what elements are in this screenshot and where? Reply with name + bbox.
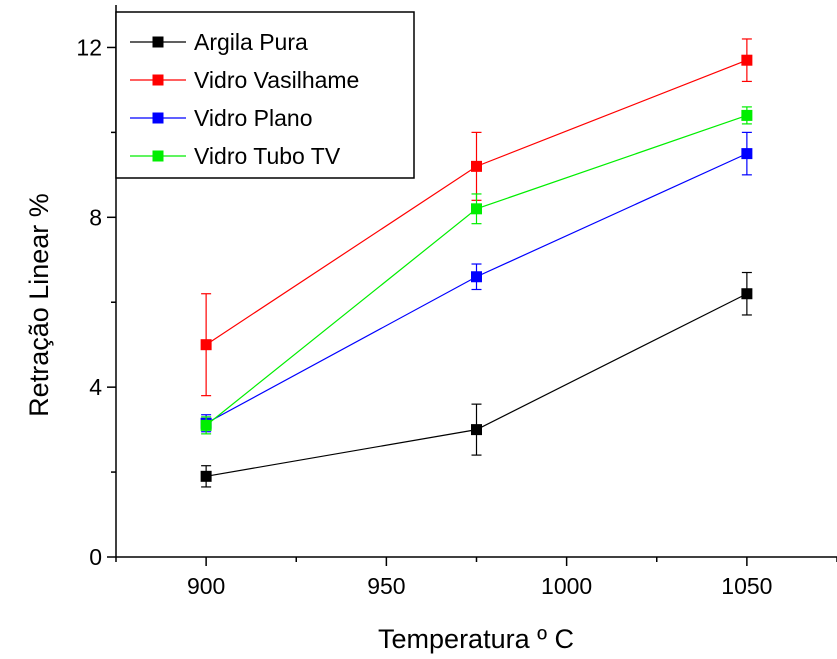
data-point <box>741 109 753 121</box>
data-point <box>200 419 212 431</box>
axes: 900 950 1000 1050 0 4 8 12 <box>76 5 837 599</box>
y-tick-label: 12 <box>76 34 102 60</box>
x-tick-label: 1050 <box>721 573 772 599</box>
data-point <box>741 288 753 300</box>
x-tick-label: 900 <box>187 573 225 599</box>
series-layer <box>200 38 753 488</box>
y-tick-label: 8 <box>89 204 102 230</box>
data-point <box>200 339 212 351</box>
legend: Argila Pura Vidro Vasilhame Vidro Plano Vid… <box>115 11 415 179</box>
data-point <box>471 160 482 172</box>
legend-marker <box>152 36 164 48</box>
y-tick-label: 4 <box>89 374 102 400</box>
series-argila-pura <box>200 271 753 488</box>
x-tick-label: 1000 <box>541 573 592 599</box>
data-point <box>741 54 753 66</box>
x-axis-title: Temperatura º C <box>378 624 574 654</box>
legend-item: Vidro Tubo TV <box>130 143 341 169</box>
legend-marker <box>152 112 164 124</box>
data-point <box>471 424 482 436</box>
legend-item: Vidro Vasilhame <box>130 67 359 93</box>
data-point <box>471 203 482 215</box>
y-tick-label: 0 <box>89 544 102 570</box>
data-point <box>200 470 212 482</box>
x-tick-label: 950 <box>367 573 405 599</box>
data-point <box>471 271 482 283</box>
legend-item: Vidro Plano <box>130 105 313 131</box>
series-vidro-tubo-tv <box>200 106 753 435</box>
legend-marker <box>152 74 164 86</box>
series-vidro-vasilhame <box>200 38 753 397</box>
data-point <box>741 148 753 160</box>
legend-marker <box>152 150 164 162</box>
legend-item: Argila Pura <box>130 29 308 55</box>
y-axis-title: Retração Linear % <box>24 193 54 417</box>
legend-label: Argila Pura <box>194 29 308 55</box>
legend-label: Vidro Vasilhame <box>194 67 359 93</box>
legend-label: Vidro Plano <box>194 105 313 131</box>
legend-label: Vidro Tubo TV <box>194 143 341 169</box>
legend-box <box>115 11 415 179</box>
